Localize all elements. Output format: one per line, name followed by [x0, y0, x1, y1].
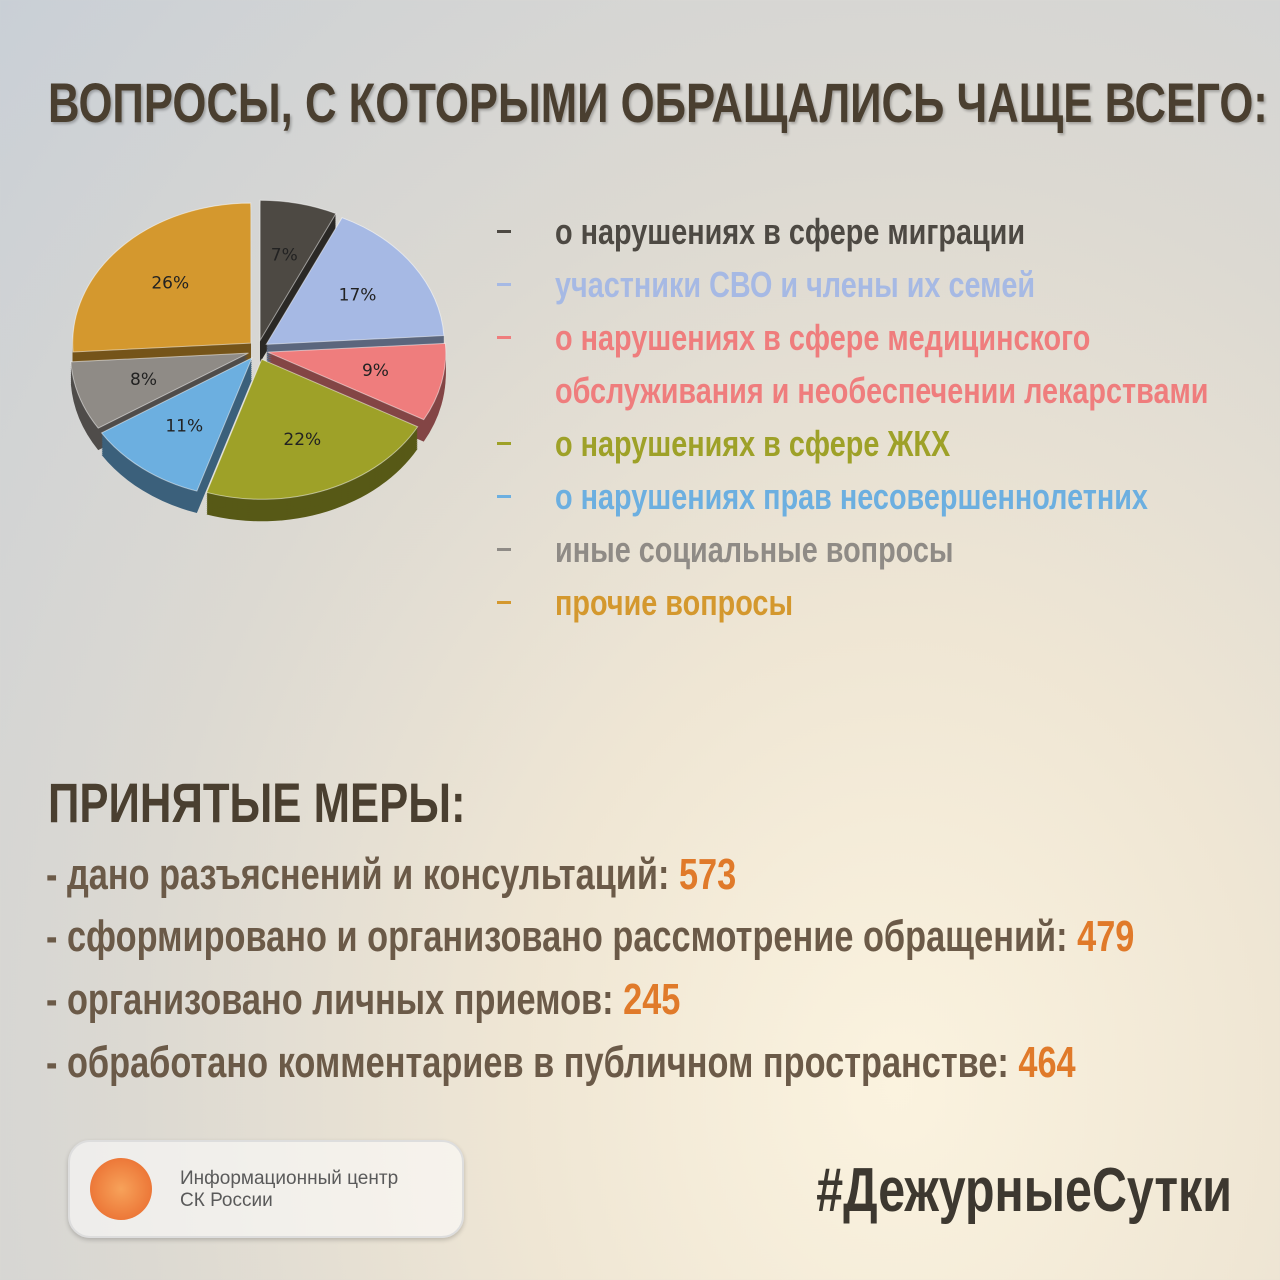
- measure-item: - организовано личных приемов: 245: [46, 975, 859, 1025]
- pie-slice: [205, 358, 419, 500]
- logo-line: Информационный центр: [180, 1168, 399, 1189]
- slice-label: 8%: [130, 370, 157, 390]
- logo: Информационный центр СК России: [68, 1140, 464, 1238]
- measure-value: 479: [1077, 912, 1135, 961]
- legend: о нарушениях в сфере миграции участники С…: [495, 205, 1265, 629]
- slice-label: 26%: [151, 274, 189, 294]
- hashtag-box: #ДежурныеСутки: [699, 1155, 1232, 1226]
- legend-item: о нарушениях в сфере миграции: [495, 205, 1265, 258]
- legend-dash: [497, 495, 511, 498]
- pie-slice: [267, 342, 447, 421]
- measure-text: - организовано личных приемов: 245: [46, 975, 680, 1025]
- title: ВОПРОСЫ, С КОТОРЫМИ ОБРАЩАЛИСЬ ЧАЩЕ ВСЕГ…: [48, 71, 1268, 134]
- legend-label: иные социальные вопросы: [555, 529, 954, 570]
- legend-item: иные социальные вопросы: [495, 523, 1265, 576]
- measure-value: 245: [623, 975, 681, 1024]
- legend-label: участники СВО и члены их семей: [555, 264, 1036, 305]
- measure-text: - дано разъяснений и консультаций: 573: [46, 850, 736, 900]
- measure-label: - сформировано и организовано рассмотрен…: [46, 912, 1068, 961]
- measure-value: 573: [678, 850, 737, 899]
- legend-item: участники СВО и члены их семей: [495, 258, 1265, 311]
- legend-item: о нарушениях в сфере ЖКХ: [495, 417, 1265, 470]
- measure-item: - сформировано и организовано рассмотрен…: [46, 912, 1280, 962]
- hashtag: #ДежурныеСутки: [816, 1156, 1232, 1225]
- legend-dash: [497, 230, 511, 233]
- measure-label: - дано разъяснений и консультаций:: [46, 850, 670, 899]
- legend-dash: [497, 336, 511, 339]
- legend-label: прочие вопросы: [555, 582, 794, 623]
- slice-label: 9%: [362, 361, 389, 381]
- legend-label: о нарушениях в сфере ЖКХ: [555, 423, 951, 464]
- legend-label: о нарушениях прав несовершеннолетних: [555, 476, 1148, 517]
- pie-slice: [100, 356, 253, 492]
- title-box: ВОПРОСЫ, С КОТОРЫМИ ОБРАЩАЛИСЬ ЧАЩЕ ВСЕГ…: [48, 70, 1280, 135]
- pie-chart: 7% 17% 9% 22% 11% 8% 26%: [70, 199, 447, 522]
- legend-dash: [497, 442, 511, 445]
- legend-dash: [497, 601, 511, 604]
- measure-value: 464: [1018, 1038, 1076, 1087]
- measure-item: - обработано комментариев в публичном пр…: [46, 1038, 1280, 1088]
- legend-label: о нарушениях в сфере медицинского обслуж…: [555, 317, 1209, 411]
- logo-emblem: [90, 1158, 152, 1220]
- legend-item: о нарушениях прав несовершеннолетних: [495, 470, 1265, 523]
- measures-title: ПРИНЯТЫЕ МЕРЫ:: [48, 771, 466, 834]
- slice-label: 11%: [165, 416, 203, 436]
- pie-slice: [70, 352, 249, 429]
- measure-label: - обработано комментариев в публичном пр…: [46, 1038, 1009, 1087]
- slice-label: 22%: [283, 430, 321, 450]
- legend-item: прочие вопросы: [495, 576, 1265, 629]
- measure-text: - сформировано и организовано рассмотрен…: [46, 912, 1134, 962]
- measures-title-box: ПРИНЯТЫЕ МЕРЫ:: [48, 770, 583, 835]
- slice-label: 17%: [339, 286, 377, 306]
- legend-dash: [497, 283, 511, 286]
- measure-item: - дано разъяснений и консультаций: 573: [46, 850, 931, 900]
- pie-slice: [265, 217, 445, 345]
- measure-text: - обработано комментариев в публичном пр…: [46, 1038, 1076, 1088]
- pie-slice: [259, 199, 337, 343]
- legend-dash: [497, 548, 511, 551]
- pie-slice: [72, 202, 252, 353]
- logo-line: СК России: [180, 1190, 273, 1211]
- slice-label: 7%: [271, 246, 298, 266]
- logo-text: Информационный центр СК России: [180, 1168, 398, 1212]
- measure-label: - организовано личных приемов:: [46, 975, 614, 1024]
- legend-item: о нарушениях в сфере медицинского обслуж…: [495, 311, 1265, 417]
- legend-label: о нарушениях в сфере миграции: [555, 211, 1026, 252]
